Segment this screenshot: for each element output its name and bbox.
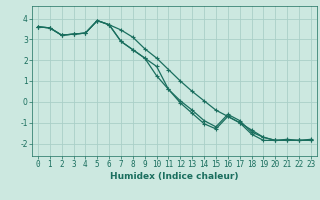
X-axis label: Humidex (Indice chaleur): Humidex (Indice chaleur) xyxy=(110,172,239,181)
